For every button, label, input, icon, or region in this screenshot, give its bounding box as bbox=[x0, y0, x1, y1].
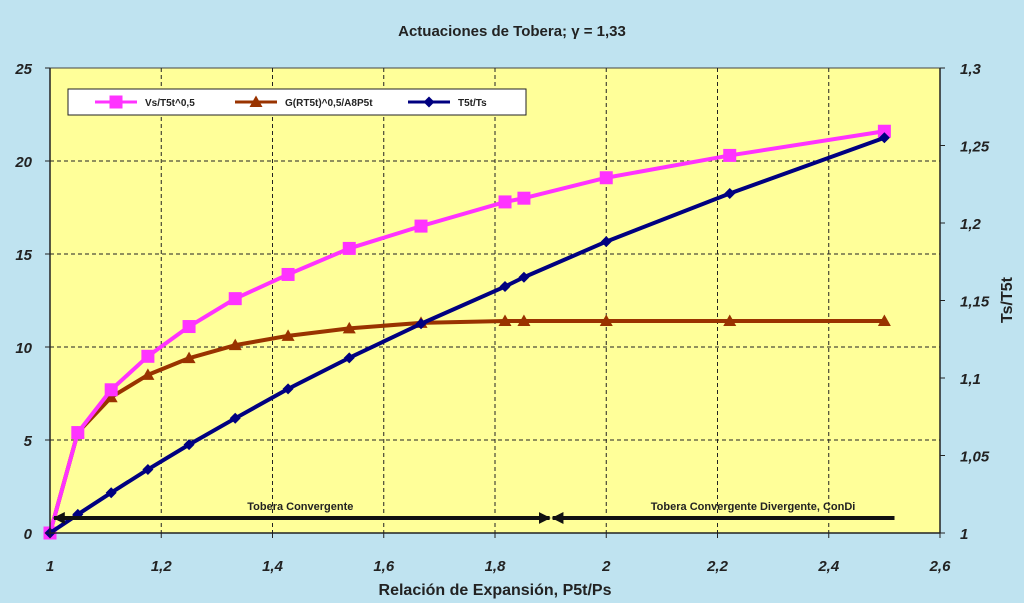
data-point-triangle bbox=[877, 314, 891, 326]
data-point-triangle bbox=[342, 321, 356, 334]
axis-layer: 1 1,2 1,4 1,6 1,8 2 2,2 2,4 2,6 0 5 10 15 20 25 1 1,05 1,… bbox=[14, 61, 990, 575]
x-axis-title: Relación de Expansión, P5t/Ps bbox=[379, 582, 612, 599]
data-point-diamond bbox=[282, 383, 294, 395]
data-point-diamond bbox=[142, 463, 154, 475]
legend-swatch-marker bbox=[423, 96, 435, 108]
x-tick-label: 2,2 bbox=[706, 558, 729, 575]
data-point-triangle bbox=[599, 314, 613, 326]
data-point-square bbox=[71, 426, 85, 440]
data-point-square bbox=[342, 241, 356, 255]
y-tick-label: 0 bbox=[24, 526, 33, 543]
data-point-diamond bbox=[724, 188, 736, 200]
legend-entry: Vs/T5t^0,5 bbox=[95, 95, 195, 109]
data-point-square bbox=[104, 383, 118, 397]
y-tick-label: 25 bbox=[14, 61, 32, 78]
data-point-triangle bbox=[228, 338, 242, 351]
legend-swatch-marker bbox=[109, 95, 123, 109]
x-tick-label: 1,4 bbox=[262, 558, 284, 575]
data-point-triangle bbox=[104, 390, 118, 403]
data-point-diamond bbox=[183, 439, 195, 451]
data-point-square bbox=[281, 267, 295, 281]
data-point-triangle bbox=[517, 314, 531, 326]
data-point-square bbox=[182, 320, 196, 334]
data-point-square bbox=[877, 124, 891, 138]
legend-label: T5t/Ts bbox=[458, 98, 487, 109]
chart-title: Actuaciones de Tobera; γ = 1,33 bbox=[398, 23, 626, 40]
grid-lines bbox=[50, 68, 940, 533]
y2-tick-label: 1,3 bbox=[960, 61, 982, 78]
data-point-diamond bbox=[105, 487, 117, 499]
legend-swatch-marker bbox=[249, 95, 263, 107]
data-point-square bbox=[723, 148, 737, 162]
series-line bbox=[48, 135, 887, 535]
y2-tick-label: 1,2 bbox=[960, 216, 982, 233]
legend-entry: G(RT5t)^0,5/A8P5t bbox=[235, 95, 373, 109]
x-tick-label: 1,8 bbox=[485, 558, 507, 575]
data-point-triangle bbox=[141, 368, 155, 380]
y-tick-label: 15 bbox=[15, 247, 32, 264]
data-point-diamond bbox=[415, 318, 427, 330]
data-point-square bbox=[517, 191, 531, 205]
series-square bbox=[43, 124, 891, 540]
y2-tick-label: 1,05 bbox=[960, 449, 990, 466]
y-tick-label: 10 bbox=[15, 340, 32, 357]
annotation-layer: Tobera Convergente Tobera Convergente Div… bbox=[52, 501, 895, 524]
data-point-triangle bbox=[723, 314, 737, 326]
data-point-diamond bbox=[600, 236, 612, 248]
data-point-square bbox=[599, 171, 613, 185]
data-point-diamond bbox=[343, 352, 355, 364]
legend-entry: T5t/Ts bbox=[408, 96, 487, 109]
y2-axis-title: Ts/T5t bbox=[999, 276, 1016, 323]
legend-label: G(RT5t)^0,5/A8P5t bbox=[285, 98, 373, 109]
legend-label: Vs/T5t^0,5 bbox=[145, 98, 195, 109]
data-point-triangle bbox=[182, 351, 196, 364]
y2-tick-label: 1,15 bbox=[960, 294, 990, 311]
legend: Vs/T5t^0,5 G(RT5t)^0,5/A8P5t T5t/Ts bbox=[67, 88, 527, 116]
y2-tick-label: 1 bbox=[960, 526, 968, 543]
x-tick-label: 2 bbox=[601, 558, 611, 575]
data-point-diamond bbox=[518, 271, 530, 283]
data-point-square bbox=[141, 349, 155, 363]
series-diamond bbox=[44, 132, 890, 539]
data-point-diamond bbox=[499, 281, 511, 293]
y2-tick-label: 1,1 bbox=[960, 371, 981, 388]
regime-label: Tobera Convergente Divergente, ConDi bbox=[651, 501, 856, 513]
data-point-diamond bbox=[229, 412, 241, 424]
data-point-square bbox=[498, 195, 512, 209]
x-tick-label: 1 bbox=[46, 558, 54, 575]
y2-tick-label: 1,25 bbox=[960, 139, 990, 156]
data-point-triangle bbox=[281, 329, 295, 341]
x-tick-label: 1,2 bbox=[151, 558, 173, 575]
x-tick-label: 2,4 bbox=[817, 558, 840, 575]
data-point-square bbox=[228, 292, 242, 306]
y-tick-label: 20 bbox=[14, 154, 32, 171]
data-point-square bbox=[414, 219, 428, 233]
regime-label: Tobera Convergente bbox=[247, 501, 353, 513]
x-tick-label: 2,6 bbox=[929, 558, 952, 575]
y-tick-label: 5 bbox=[24, 433, 33, 450]
x-tick-label: 1,6 bbox=[373, 558, 395, 575]
data-point-diamond bbox=[878, 132, 890, 144]
data-point-triangle bbox=[498, 314, 512, 326]
series-layer bbox=[43, 124, 891, 540]
